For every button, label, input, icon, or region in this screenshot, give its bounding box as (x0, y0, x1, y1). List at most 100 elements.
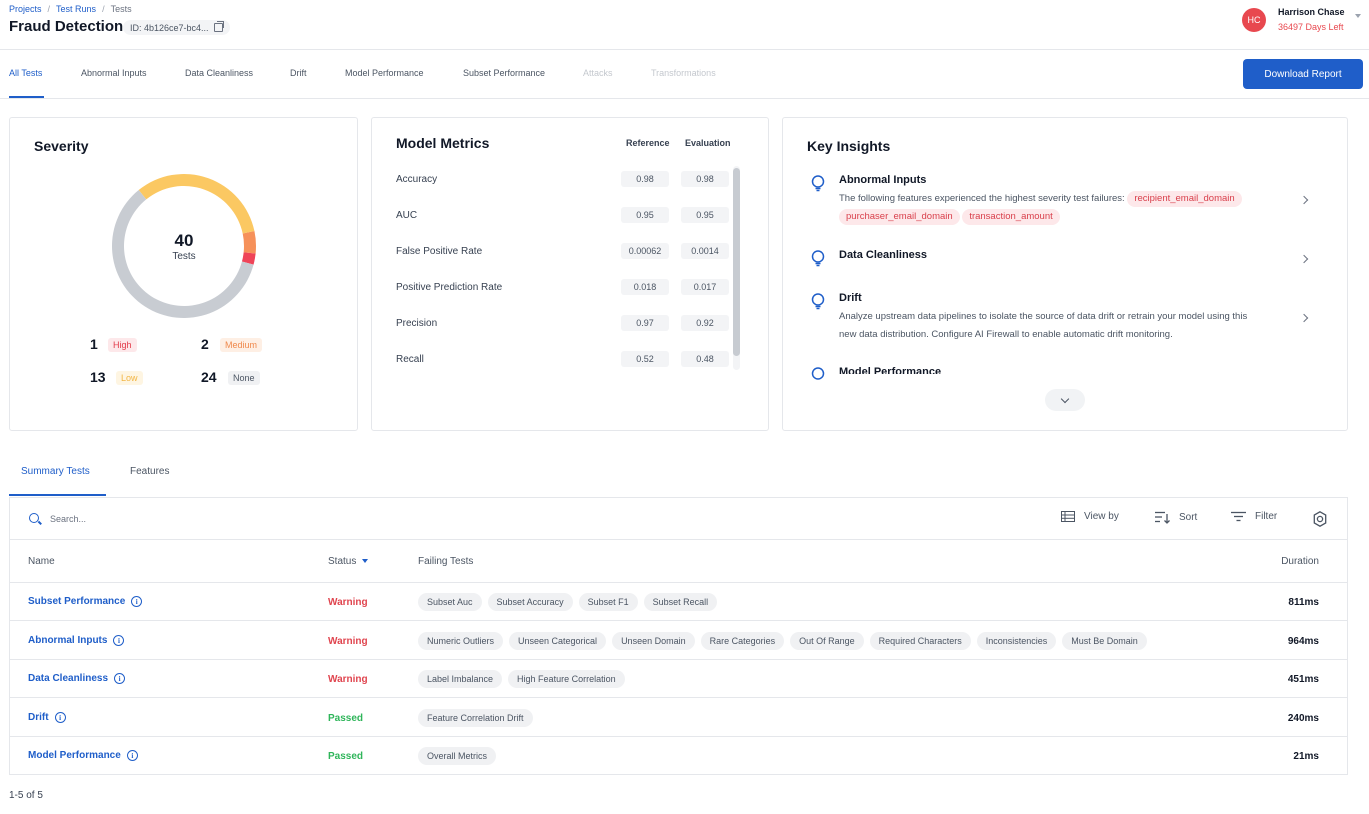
tab-summary-tests[interactable]: Summary Tests (21, 466, 90, 477)
expand-insights-button[interactable] (1045, 389, 1085, 411)
copy-icon[interactable] (213, 21, 224, 32)
chevron-down-icon[interactable] (1355, 14, 1361, 18)
avatar[interactable]: HC (1242, 8, 1266, 32)
filter-button[interactable]: Filter (1231, 511, 1277, 522)
metric-reference-value: 0.00062 (621, 243, 669, 259)
column-status-label: Status (328, 556, 357, 567)
severity-total-label: Tests (172, 251, 195, 262)
info-icon[interactable]: i (54, 712, 66, 723)
tab-model-performance[interactable]: Model Performance (345, 68, 424, 78)
view-by-label: View by (1084, 511, 1119, 522)
feature-chip[interactable]: purchaser_email_domain (839, 209, 960, 225)
failing-test-chip[interactable]: Numeric Outliers (418, 632, 504, 650)
severity-low-badge: Low (116, 371, 143, 385)
tab-abnormal-inputs[interactable]: Abnormal Inputs (81, 68, 147, 78)
insight-performance-title[interactable]: Model Performance (839, 366, 942, 374)
duration-value: 811ms (1288, 597, 1319, 608)
breadcrumb-test-runs[interactable]: Test Runs (56, 4, 97, 14)
download-report-button[interactable]: Download Report (1243, 59, 1363, 89)
severity-high-badge: High (108, 338, 137, 352)
run-id-chip[interactable]: ID: 4b126ce7-bc4... (123, 20, 230, 35)
table-row[interactable]: Model Performance i Passed Overall Metrics 2… (10, 737, 1347, 775)
table-row[interactable]: Subset Performance i Warning Subset Auc Subs… (10, 583, 1347, 621)
breadcrumb: Projects / Test Runs / Tests (9, 4, 132, 14)
failing-test-chip[interactable]: Unseen Categorical (509, 632, 607, 650)
tab-subset-performance[interactable]: Subset Performance (463, 68, 546, 78)
severity-title: Severity (34, 138, 89, 154)
table-toolbar: View by Sort Filter (10, 498, 1347, 540)
filter-label: Filter (1255, 511, 1278, 522)
table-row[interactable]: Drift i Passed Feature Correlation Drift 240… (10, 698, 1347, 737)
filter-icon (1231, 511, 1246, 522)
failing-test-chip[interactable]: Subset Auc (418, 593, 482, 611)
failing-tests-list: Overall Metrics (418, 747, 497, 765)
duration-value: 451ms (1287, 674, 1319, 685)
chevron-right-icon[interactable] (1299, 254, 1309, 264)
duration-value: 21ms (1293, 751, 1319, 762)
tab-data-cleanliness[interactable]: Data Cleanliness (185, 68, 254, 78)
metric-evaluation-value: 0.48 (681, 351, 729, 367)
failing-test-chip[interactable]: Inconsistencies (976, 632, 1057, 650)
failing-test-chip[interactable]: Feature Correlation Drift (418, 709, 533, 727)
table-row[interactable]: Abnormal Inputs i Warning Numeric Outliers U… (10, 621, 1347, 660)
severity-total: 40 (175, 231, 194, 250)
gear-icon[interactable] (1312, 511, 1328, 527)
breadcrumb-projects[interactable]: Projects (9, 4, 42, 14)
tab-transformations: Transformations (651, 68, 716, 78)
feature-chip[interactable]: transaction_amount (962, 209, 1060, 225)
test-suite-name[interactable]: Data Cleanliness i (28, 673, 126, 684)
metric-reference-value: 0.97 (621, 315, 669, 331)
failing-test-chip[interactable]: Subset Recall (643, 593, 718, 611)
lightbulb-icon (811, 293, 825, 310)
test-suite-name[interactable]: Drift i (28, 712, 66, 723)
tab-features[interactable]: Features (130, 466, 170, 477)
metric-label: Positive Prediction Rate (396, 282, 503, 293)
failing-test-chip[interactable]: Rare Categories (700, 632, 785, 650)
table-row[interactable]: Data Cleanliness i Warning Label Imbalance H… (10, 660, 1347, 698)
failing-tests-list: Subset Auc Subset Accuracy Subset F1 Subset… (418, 593, 718, 611)
failing-test-chip[interactable]: Overall Metrics (418, 747, 497, 765)
tab-all-tests[interactable]: All Tests (9, 68, 43, 78)
chevron-right-icon[interactable] (1299, 313, 1309, 323)
search-input[interactable] (50, 510, 250, 528)
view-by-button[interactable]: View by (1061, 511, 1119, 522)
metric-label: AUC (396, 210, 418, 221)
failing-test-chip[interactable]: Subset F1 (578, 593, 638, 611)
status-label: Warning (328, 674, 368, 685)
metric-reference-value: 0.018 (621, 279, 669, 295)
column-duration-header[interactable]: Duration (1281, 556, 1319, 567)
failing-test-chip[interactable]: Subset Accuracy (487, 593, 573, 611)
failing-test-chip[interactable]: Label Imbalance (418, 670, 503, 688)
failing-test-chip[interactable]: Required Characters (869, 632, 971, 650)
insight-cleanliness-title[interactable]: Data Cleanliness (839, 249, 928, 261)
metric-reference-value: 0.95 (621, 207, 669, 223)
metrics-scrollbar-thumb[interactable] (733, 168, 740, 356)
tab-drift[interactable]: Drift (290, 68, 307, 78)
key-insights-card: Key Insights Abnormal Inputs The followi… (782, 117, 1348, 431)
chevron-right-icon[interactable] (1299, 195, 1309, 205)
test-suite-name[interactable]: Model Performance i (28, 750, 138, 761)
test-suite-name[interactable]: Abnormal Inputs i (28, 635, 125, 646)
key-insights-title: Key Insights (807, 138, 891, 154)
info-icon[interactable]: i (126, 750, 138, 761)
insight-abnormal-title[interactable]: Abnormal Inputs (839, 174, 927, 186)
failing-test-chip[interactable]: Out Of Range (790, 632, 864, 650)
test-suite-name-text: Drift (28, 712, 49, 723)
active-tab-indicator (9, 494, 106, 496)
column-name-header[interactable]: Name (28, 556, 55, 567)
list-view-icon (1061, 511, 1075, 522)
insight-drift-title[interactable]: Drift (839, 292, 862, 304)
info-icon[interactable]: i (114, 673, 126, 684)
info-icon[interactable]: i (113, 635, 125, 646)
status-label: Passed (328, 751, 364, 762)
feature-chip[interactable]: recipient_email_domain (1127, 191, 1242, 207)
sort-button[interactable]: Sort (1155, 511, 1197, 524)
insight-abnormal-text: The following features experienced the h… (839, 190, 1291, 226)
active-tab-indicator (9, 96, 44, 98)
info-icon[interactable]: i (131, 596, 143, 607)
failing-test-chip[interactable]: Must Be Domain (1062, 632, 1147, 650)
test-suite-name[interactable]: Subset Performance i (28, 596, 143, 607)
failing-test-chip[interactable]: Unseen Domain (612, 632, 695, 650)
failing-test-chip[interactable]: High Feature Correlation (508, 670, 625, 688)
column-status-header[interactable]: Status (328, 556, 369, 567)
